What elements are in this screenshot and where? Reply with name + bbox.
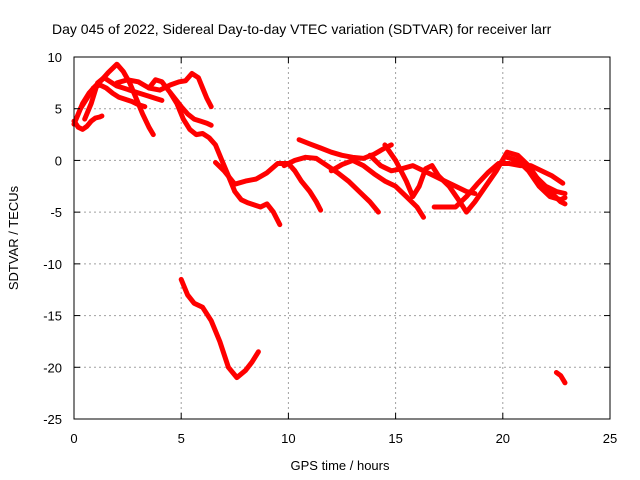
series-trace-7 <box>168 90 283 228</box>
series-trace-13 <box>382 142 441 200</box>
plot-frame <box>73 56 611 420</box>
x-tick-labels: 0 5 10 15 20 25 <box>70 431 617 446</box>
y-tick-labels: 10 5 0 -5 -10 -15 -20 -25 <box>43 50 62 427</box>
series-trace-6 <box>146 77 214 128</box>
y-tick-label: -15 <box>43 309 62 324</box>
series-group <box>71 61 568 386</box>
y-tick-label: -25 <box>43 412 62 427</box>
x-tick-label: 25 <box>603 431 617 446</box>
series-trace-3 <box>77 82 148 112</box>
series-trace-4 <box>82 75 165 122</box>
y-tick-label: 10 <box>48 50 62 65</box>
x-axis-label: GPS time / hours <box>291 458 390 473</box>
series-trace-2 <box>71 113 105 132</box>
series-trace-17 <box>511 157 568 196</box>
series-trace-18 <box>178 276 261 381</box>
series-trace-19 <box>553 370 568 386</box>
y-tick-label: 5 <box>55 102 62 117</box>
grid <box>74 57 610 419</box>
x-tick-label: 5 <box>178 431 185 446</box>
x-tick-label: 20 <box>496 431 510 446</box>
series-trace-5 <box>114 71 214 110</box>
x-tick-label: 0 <box>70 431 77 446</box>
y-tick-label: -10 <box>43 257 62 272</box>
series-trace-9 <box>296 137 394 161</box>
y-tick-label: -5 <box>50 205 62 220</box>
x-tick-label: 15 <box>388 431 402 446</box>
y-tick-label: 0 <box>55 153 62 168</box>
y-axis-label: SDTVAR / TECUs <box>6 185 21 290</box>
y-tick-label: -20 <box>43 360 62 375</box>
x-tick-label: 10 <box>281 431 295 446</box>
ticks <box>73 56 611 420</box>
series-trace-11 <box>328 157 426 220</box>
chart-title: Day 045 of 2022, Sidereal Day-to-day VTE… <box>52 21 552 37</box>
series-trace-8 <box>213 160 324 213</box>
